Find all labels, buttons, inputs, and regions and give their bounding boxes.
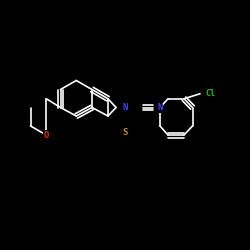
Text: S: S: [122, 128, 128, 137]
Text: N: N: [157, 103, 163, 112]
Text: N: N: [122, 103, 128, 112]
Text: Cl: Cl: [205, 89, 215, 98]
Text: O: O: [44, 130, 49, 140]
